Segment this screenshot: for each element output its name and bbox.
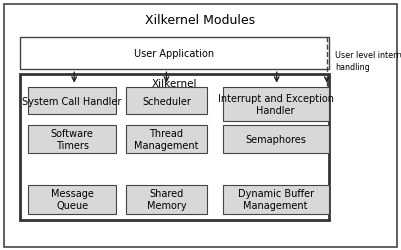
Text: Thread
Management: Thread Management	[134, 128, 198, 150]
Text: Message
Queue: Message Queue	[51, 188, 93, 210]
Text: System Call Handler: System Call Handler	[22, 96, 122, 106]
Text: User level interrupt
handling: User level interrupt handling	[335, 51, 401, 71]
Bar	[20, 38, 329, 70]
Text: Interrupt and Exception
Handler: Interrupt and Exception Handler	[218, 94, 334, 115]
Bar	[126, 185, 207, 214]
Bar	[126, 88, 207, 115]
Text: Semaphores: Semaphores	[245, 134, 306, 144]
Text: Xilkernel Modules: Xilkernel Modules	[146, 14, 255, 26]
Text: User Application: User Application	[134, 49, 215, 59]
Text: Software
Timers: Software Timers	[51, 128, 93, 150]
Bar	[28, 185, 116, 214]
Bar	[28, 125, 116, 154]
Text: Scheduler: Scheduler	[142, 96, 191, 106]
Bar	[126, 125, 207, 154]
Bar	[20, 75, 329, 220]
Bar	[223, 88, 329, 121]
Bar	[28, 88, 116, 115]
Bar	[223, 185, 329, 214]
Bar	[223, 125, 329, 154]
Text: Xilkernel: Xilkernel	[152, 79, 197, 89]
Text: Shared
Memory: Shared Memory	[147, 188, 186, 210]
Text: Dynamic Buffer
Management: Dynamic Buffer Management	[238, 188, 314, 210]
